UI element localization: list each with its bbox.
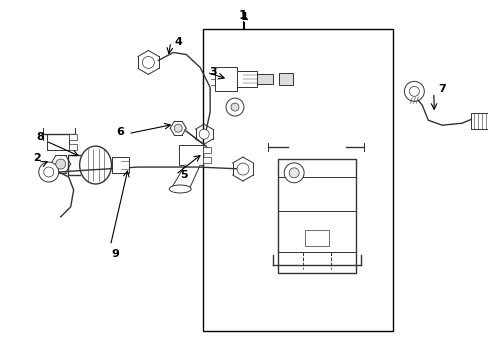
Circle shape [284,163,304,183]
Circle shape [404,81,424,101]
Bar [305,230,328,246]
Bar [203,157,211,163]
Circle shape [56,159,65,169]
Bar [111,157,129,173]
Text: 4: 4 [174,37,183,47]
Bar [470,113,488,129]
Bar [203,30,392,330]
Circle shape [199,129,209,139]
Text: 8: 8 [36,132,44,142]
Polygon shape [170,165,200,190]
Text: 1: 1 [240,12,248,22]
Bar [237,71,256,87]
Bar [256,74,272,84]
Circle shape [237,163,248,175]
Bar [278,73,292,85]
Ellipse shape [169,185,191,193]
Bar [179,145,203,165]
Bar [203,147,211,153]
Bar [215,67,237,91]
Circle shape [44,167,54,177]
Bar [278,159,355,274]
Text: 6: 6 [116,127,124,136]
Ellipse shape [80,146,111,184]
Bar [68,134,77,140]
Bar [47,134,68,150]
Text: 7: 7 [437,84,445,94]
Circle shape [408,86,419,96]
Bar [68,144,77,150]
Text: 3: 3 [208,67,216,77]
Circle shape [39,162,59,182]
Circle shape [225,98,244,116]
Text: 1: 1 [238,9,247,22]
Text: 5: 5 [180,170,187,180]
Circle shape [174,124,182,132]
Circle shape [142,57,154,68]
Text: 2: 2 [34,153,41,163]
Text: 9: 9 [111,248,119,258]
Circle shape [288,168,299,178]
Circle shape [230,103,239,111]
